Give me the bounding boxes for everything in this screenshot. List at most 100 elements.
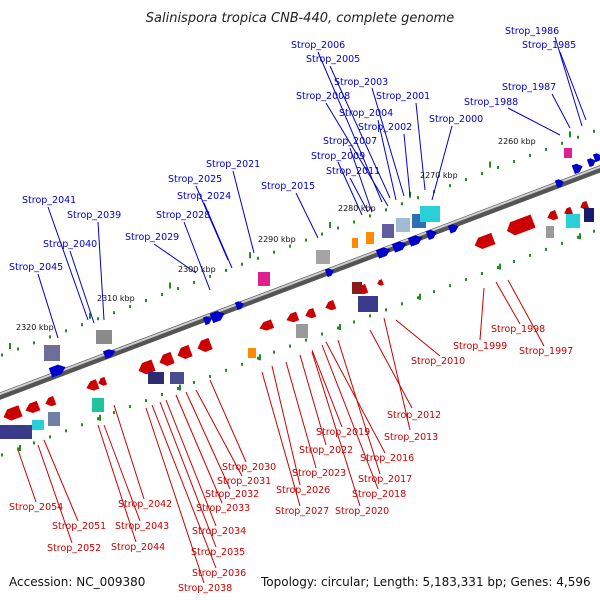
- major-tick: [89, 312, 91, 319]
- scale-label-2270: 2270 kbp: [420, 171, 458, 180]
- forward-gene-arrow: [447, 224, 459, 234]
- tick-mark: [385, 308, 387, 312]
- tick-mark: [497, 266, 499, 270]
- gene-label-strop-2038: Strop_2038: [178, 583, 232, 594]
- reverse-gene-arrow-shape: [474, 232, 496, 250]
- tick-mark: [97, 417, 99, 421]
- reverse-gene-arrow-shape: [177, 344, 193, 359]
- tick-mark: [65, 429, 67, 433]
- tick-mark: [353, 320, 355, 324]
- gene-label-strop-2001: Strop_2001: [376, 91, 430, 102]
- accession-text: Accession: NC_009380: [9, 575, 145, 589]
- reverse-gene-arrow: [98, 376, 108, 386]
- chromosome-backbone-highlight: [0, 165, 600, 396]
- tick-mark: [145, 299, 147, 303]
- leader-line-reverse: [37, 444, 73, 544]
- tick-mark: [433, 290, 435, 294]
- forward-gene-arrow-shape: [375, 247, 391, 259]
- tick-mark: [273, 350, 275, 354]
- tick-mark: [65, 329, 67, 333]
- reverse-gene-arrow: [159, 351, 175, 366]
- forward-gene-arrow: [209, 310, 225, 324]
- major-tick: [339, 324, 341, 331]
- forward-gene-arrow-shape: [586, 158, 596, 168]
- major-tick: [499, 263, 501, 270]
- tick-mark: [241, 262, 243, 266]
- leader-line-reverse: [17, 449, 37, 503]
- forward-gene-arrow-shape: [202, 316, 212, 326]
- gene-label-strop-2005: Strop_2005: [306, 54, 360, 65]
- forward-gene-arrow-shape: [48, 364, 66, 378]
- tick-mark: [321, 332, 323, 336]
- forward-gene-arrow: [407, 235, 423, 247]
- tick-mark: [49, 335, 51, 339]
- feature-block: [92, 398, 104, 412]
- gene-label-strop-2032: Strop_2032: [205, 489, 259, 500]
- leader-line-forward: [37, 273, 59, 339]
- reverse-gene-arrow: [286, 311, 300, 323]
- tick-mark: [1, 453, 3, 457]
- reverse-gene-arrow-shape: [377, 279, 384, 286]
- forward-gene-arrow-shape: [447, 224, 459, 234]
- feature-block: [420, 206, 440, 222]
- feature-block: [352, 238, 358, 248]
- tick-mark: [289, 344, 291, 348]
- leader-line-forward: [554, 36, 583, 127]
- tick-mark: [241, 362, 243, 366]
- tick-mark: [129, 405, 131, 409]
- reverse-gene-arrow-shape: [86, 379, 100, 391]
- gene-label-strop-2015: Strop_2015: [261, 181, 315, 192]
- tick-mark: [561, 141, 563, 145]
- tick-mark: [465, 278, 467, 282]
- tick-mark: [353, 220, 355, 224]
- gene-label-strop-2043: Strop_2043: [115, 521, 169, 532]
- leader-line-forward: [153, 243, 197, 274]
- chromosome-backbone: [0, 165, 600, 400]
- reverse-gene-arrow: [45, 396, 57, 407]
- tick-mark: [417, 196, 419, 200]
- major-tick: [569, 131, 571, 138]
- gene-label-strop-2013: Strop_2013: [384, 432, 438, 443]
- leader-line-reverse: [151, 404, 217, 569]
- forward-gene-arrow: [102, 349, 116, 359]
- leader-line-reverse: [185, 391, 231, 490]
- gene-label-strop-2017: Strop_2017: [358, 474, 412, 485]
- reverse-gene-arrow-shape: [286, 311, 300, 323]
- gene-label-strop-1985: Strop_1985: [522, 40, 576, 51]
- gene-label-strop-2029: Strop_2029: [125, 232, 179, 243]
- gene-label-strop-2009: Strop_2009: [311, 151, 365, 162]
- gene-label-strop-2030: Strop_2030: [222, 462, 276, 473]
- tick-mark: [209, 274, 211, 278]
- scale-label-2320: 2320 kbp: [16, 323, 54, 332]
- reverse-gene-arrow: [177, 344, 193, 359]
- tick-mark: [577, 135, 579, 139]
- tick-mark: [81, 323, 83, 327]
- feature-block: [96, 330, 112, 344]
- forward-gene-arrow-shape: [234, 301, 244, 311]
- feature-block: [32, 420, 44, 430]
- leader-line-forward: [47, 206, 89, 321]
- feature-block: [296, 324, 308, 338]
- gene-label-strop-2020: Strop_2020: [335, 506, 389, 517]
- tick-mark: [49, 435, 51, 439]
- leader-line-reverse: [209, 379, 247, 463]
- scale-label-2280: 2280 kbp: [338, 204, 376, 213]
- tick-mark: [177, 386, 179, 390]
- reverse-gene-arrow: [325, 300, 337, 311]
- gene-label-strop-2033: Strop_2033: [196, 503, 250, 514]
- gene-label-strop-2035: Strop_2035: [191, 547, 245, 558]
- tick-mark: [305, 238, 307, 242]
- forward-gene-arrow: [425, 229, 437, 240]
- reverse-gene-arrow: [25, 400, 41, 414]
- leader-line-reverse: [159, 401, 217, 548]
- leader-line-forward: [551, 93, 571, 129]
- gene-label-strop-2018: Strop_2018: [352, 489, 406, 500]
- leader-line-reverse: [175, 394, 223, 504]
- leader-line-forward: [559, 51, 587, 121]
- gene-label-strop-2025: Strop_2025: [168, 174, 222, 185]
- tick-mark: [481, 172, 483, 176]
- tick-mark: [593, 129, 595, 133]
- gene-label-strop-2051: Strop_2051: [52, 521, 106, 532]
- forward-gene-arrow-shape: [407, 235, 423, 247]
- forward-label-group: Strop_1986 Strop_1985 Strop_2006 Strop_2…: [9, 26, 576, 273]
